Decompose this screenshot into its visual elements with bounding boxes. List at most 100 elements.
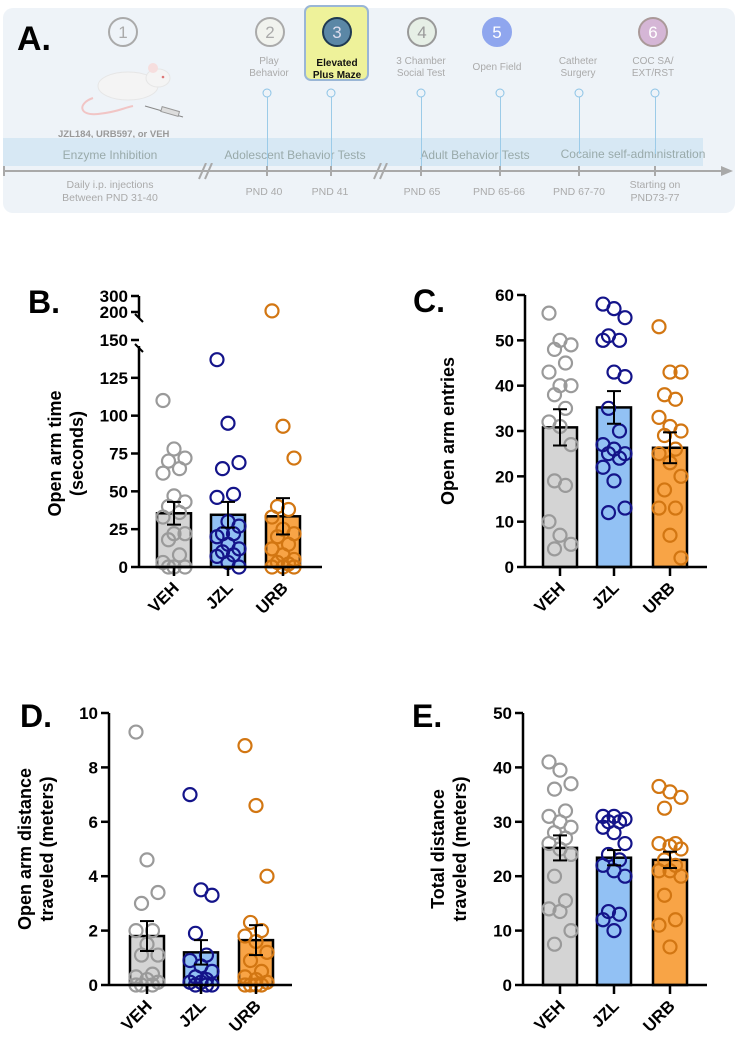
data-point — [237, 738, 253, 754]
data-point — [541, 514, 557, 530]
x-tick-label: JZL — [202, 578, 237, 613]
data-point — [552, 903, 568, 920]
pin-head — [495, 88, 505, 98]
x-tick-label: VEH — [118, 996, 156, 1034]
x-tick-label: JZL — [588, 578, 623, 613]
data-point — [171, 547, 188, 563]
x-tick-label: JZL — [175, 996, 210, 1031]
y-tick-label: 0 — [505, 558, 514, 577]
y-tick-label: 40 — [495, 377, 514, 396]
time-label: Daily i.p. injections Between PND 31-40 — [62, 179, 158, 204]
y-tick-label: 200 — [100, 303, 128, 322]
data-point — [128, 922, 144, 939]
data-point — [546, 868, 563, 884]
y-tick-label: 30 — [493, 813, 512, 832]
data-point — [541, 305, 557, 321]
data-point — [139, 852, 155, 868]
data-point — [611, 906, 628, 922]
phase-enzyme-inhibition: Enzyme Inhibition — [62, 148, 158, 162]
data-point — [617, 835, 633, 852]
time-label: Starting on PND73-77 — [629, 179, 681, 204]
data-point — [155, 465, 171, 481]
data-point — [656, 800, 673, 816]
data-point — [150, 884, 166, 901]
y-tick-label: 10 — [495, 513, 514, 532]
data-point — [667, 912, 684, 928]
data-point — [651, 917, 667, 933]
data-point — [557, 477, 574, 493]
bar-veh — [541, 846, 579, 987]
axis-break-mark — [134, 313, 144, 323]
pin-line — [331, 94, 332, 170]
timeline-axis — [3, 163, 733, 180]
data-point — [160, 453, 177, 469]
x-tick-label: URB — [225, 996, 264, 1035]
data-point — [557, 355, 574, 371]
data-point — [128, 724, 144, 740]
panel-letter: D. — [20, 698, 52, 734]
data-point — [541, 754, 557, 770]
y-tick-label: 0 — [119, 558, 128, 577]
data-point — [160, 532, 177, 548]
data-point — [563, 337, 579, 353]
data-point — [617, 868, 633, 884]
pin-line — [655, 94, 656, 154]
phase-cocaine-sa: Cocaine self-administration — [560, 147, 706, 161]
data-point — [259, 944, 275, 960]
data-point — [673, 423, 689, 439]
step-3-icon: 3 — [322, 17, 352, 47]
bar-jzl — [595, 856, 633, 987]
data-point — [133, 947, 150, 963]
data-point — [563, 536, 579, 552]
data-point — [248, 797, 264, 814]
data-point — [166, 441, 182, 457]
pin-head — [650, 88, 660, 98]
pin-line — [579, 94, 580, 154]
x-tick-label: VEH — [145, 578, 183, 616]
y-tick-label: 30 — [495, 422, 514, 441]
data-point — [611, 332, 628, 348]
mouse-icon — [81, 63, 171, 116]
data-point — [606, 922, 622, 939]
data-point — [600, 504, 617, 521]
data-point — [171, 461, 188, 477]
data-point — [651, 835, 667, 852]
experimental-timeline: A. JZL184, URB597, or VEH Enzyme Inhibit… — [3, 5, 735, 213]
data-point — [264, 303, 280, 319]
pin-line — [421, 94, 422, 170]
y-tick-label: 6 — [89, 813, 98, 832]
y-tick-label: 20 — [495, 467, 514, 486]
data-point — [673, 841, 689, 857]
data-point — [651, 319, 667, 335]
data-point — [269, 529, 286, 545]
y-tick-label: 150 — [100, 331, 128, 350]
y-axis-title: Open arm distance — [15, 768, 35, 930]
time-label: PND 65 — [403, 186, 441, 198]
step-4-icon: 4 — [407, 17, 437, 47]
data-point — [231, 454, 247, 471]
data-point — [563, 846, 579, 863]
y-axis-title: Open arm time — [45, 390, 65, 516]
syringe-icon — [144, 105, 184, 118]
data-point — [595, 912, 611, 928]
chart-panel-b: B. Open arm time (seconds) 0 25 50 75 100 125 150… — [28, 284, 322, 618]
x-tick-label: URB — [252, 578, 291, 617]
treatment-label: JZL184, URB597, or VEH — [58, 129, 170, 140]
data-point — [546, 936, 563, 952]
y-tick-label: 125 — [100, 369, 128, 388]
pin-line — [500, 94, 501, 170]
step-5-icon: 5 — [482, 17, 512, 47]
panel-letter: C. — [413, 283, 445, 319]
data-point — [546, 341, 563, 357]
y-axis-title: (seconds) — [67, 411, 87, 496]
data-point — [155, 509, 171, 525]
time-label: PND 67-70 — [553, 186, 605, 198]
y-tick-label: 60 — [495, 286, 514, 305]
data-point — [595, 332, 611, 348]
data-point — [242, 952, 259, 969]
y-tick-label: 0 — [503, 976, 512, 995]
y-tick-label: 25 — [109, 520, 128, 539]
y-tick-label: 4 — [89, 867, 99, 886]
data-point — [187, 925, 204, 941]
data-point — [225, 486, 242, 502]
